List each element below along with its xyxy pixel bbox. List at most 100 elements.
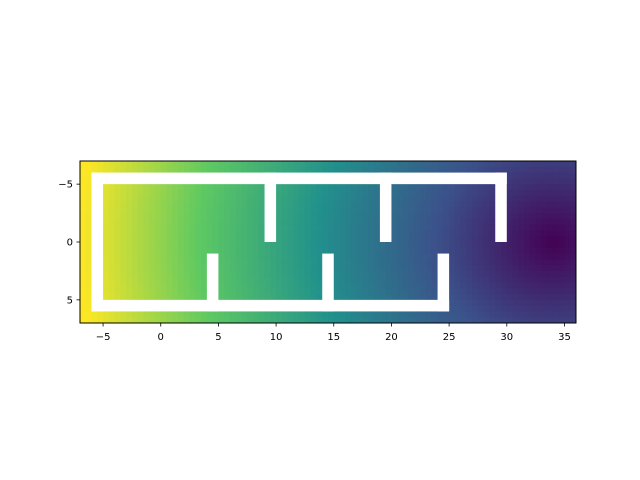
heatmap-cell: [477, 224, 485, 232]
heatmap-cell: [258, 161, 266, 168]
heatmap-cell: [195, 224, 202, 232]
heatmap-cell: [477, 311, 485, 318]
y-tick-label: 0: [67, 238, 73, 249]
heatmap-cell: [541, 184, 548, 191]
heatmap-cell: [247, 224, 254, 232]
heatmap-cell: [552, 276, 560, 284]
heatmap-cell: [374, 288, 381, 295]
heatmap-cell: [212, 189, 220, 197]
heatmap-cell: [201, 247, 208, 255]
heatmap-cell: [322, 161, 329, 168]
heatmap-cell: [235, 282, 243, 289]
heatmap-cell: [552, 242, 560, 249]
heatmap-cell: [529, 305, 537, 313]
heatmap-cell: [489, 201, 496, 208]
heatmap-cell: [131, 218, 139, 226]
heatmap-cell: [460, 276, 468, 284]
heatmap-cell: [299, 270, 306, 278]
heatmap-cell: [126, 161, 133, 168]
heatmap-cell: [524, 224, 531, 232]
heatmap-cell: [293, 201, 300, 208]
heatmap-cell: [402, 259, 410, 266]
heatmap-cell: [172, 224, 179, 232]
heatmap-cell: [472, 201, 479, 208]
heatmap-cell: [397, 276, 404, 284]
heatmap-cell: [379, 166, 387, 174]
heatmap-cell: [189, 189, 196, 197]
heatmap-cell: [408, 184, 416, 191]
x-axis: −5 0 5 10 15 20 25 30 35: [96, 323, 571, 343]
heatmap-cell: [414, 288, 421, 295]
heatmap-cell: [143, 253, 150, 260]
heatmap-cell: [564, 305, 571, 313]
heatmap-cell: [195, 276, 202, 284]
heatmap-cell: [552, 299, 560, 307]
heatmap-cell: [172, 230, 179, 237]
x-tick-label: 15: [327, 332, 340, 343]
heatmap-cell: [362, 317, 369, 323]
heatmap-cell: [293, 317, 300, 323]
heatmap-cell: [229, 311, 237, 318]
heatmap-cell: [512, 172, 519, 179]
heatmap-cell: [183, 242, 191, 249]
heatmap-cell: [137, 311, 145, 318]
heatmap-cell: [570, 270, 576, 278]
heatmap-cell: [385, 311, 393, 318]
heatmap-cell: [276, 282, 283, 289]
heatmap-cell: [489, 288, 496, 295]
heatmap-cell: [489, 305, 496, 313]
heatmap-cell: [143, 265, 150, 272]
heatmap-cell: [114, 242, 121, 249]
heatmap-cell: [449, 230, 456, 237]
heatmap-cell: [426, 242, 433, 249]
heatmap-cell: [229, 161, 237, 168]
heatmap-cell: [276, 195, 283, 203]
heatmap-cell: [218, 242, 225, 249]
heatmap-cell: [149, 207, 156, 214]
heatmap-cell: [368, 259, 375, 266]
heatmap-cell: [391, 230, 398, 237]
heatmap-cell: [293, 282, 300, 289]
heatmap-cell: [241, 317, 248, 323]
heatmap-cell: [391, 270, 398, 278]
heatmap-cell: [426, 282, 433, 289]
heatmap-cell: [552, 218, 560, 226]
heatmap-cell: [310, 276, 318, 284]
heatmap-cell: [558, 224, 566, 232]
heatmap-cell: [489, 247, 496, 255]
heatmap-cell: [85, 253, 93, 260]
heatmap-cell: [178, 276, 185, 284]
heatmap-cell: [518, 259, 525, 266]
heatmap-cell: [201, 265, 208, 272]
heatmap-cell: [362, 265, 369, 272]
heatmap-cell: [276, 276, 283, 284]
heatmap-cell: [489, 311, 496, 318]
heatmap-cell: [166, 294, 173, 301]
heatmap-cell: [558, 172, 566, 179]
heatmap-cell: [172, 184, 179, 191]
heatmap-cell: [368, 294, 375, 301]
heatmap-cell: [235, 259, 243, 266]
heatmap-cell: [97, 166, 104, 174]
heatmap-cell: [449, 294, 456, 301]
heatmap-cell: [114, 207, 121, 214]
heatmap-cell: [310, 213, 318, 220]
heatmap-cell: [443, 230, 450, 237]
heatmap-cell: [466, 311, 473, 318]
heatmap-cell: [420, 247, 427, 255]
heatmap-cell: [333, 242, 341, 249]
heatmap-cell: [391, 311, 398, 318]
heatmap-cell: [477, 247, 485, 255]
heatmap-cell: [362, 259, 369, 266]
heatmap-cell: [379, 242, 387, 249]
heatmap-cell: [460, 282, 468, 289]
heatmap-cell: [310, 161, 318, 168]
heatmap-cell: [178, 236, 185, 243]
heatmap-cell: [408, 311, 416, 318]
heatmap-cell: [402, 218, 410, 226]
heatmap-cell: [385, 242, 393, 249]
heatmap-cell: [402, 270, 410, 278]
heatmap-cell: [443, 184, 450, 191]
heatmap-cell: [224, 317, 231, 323]
